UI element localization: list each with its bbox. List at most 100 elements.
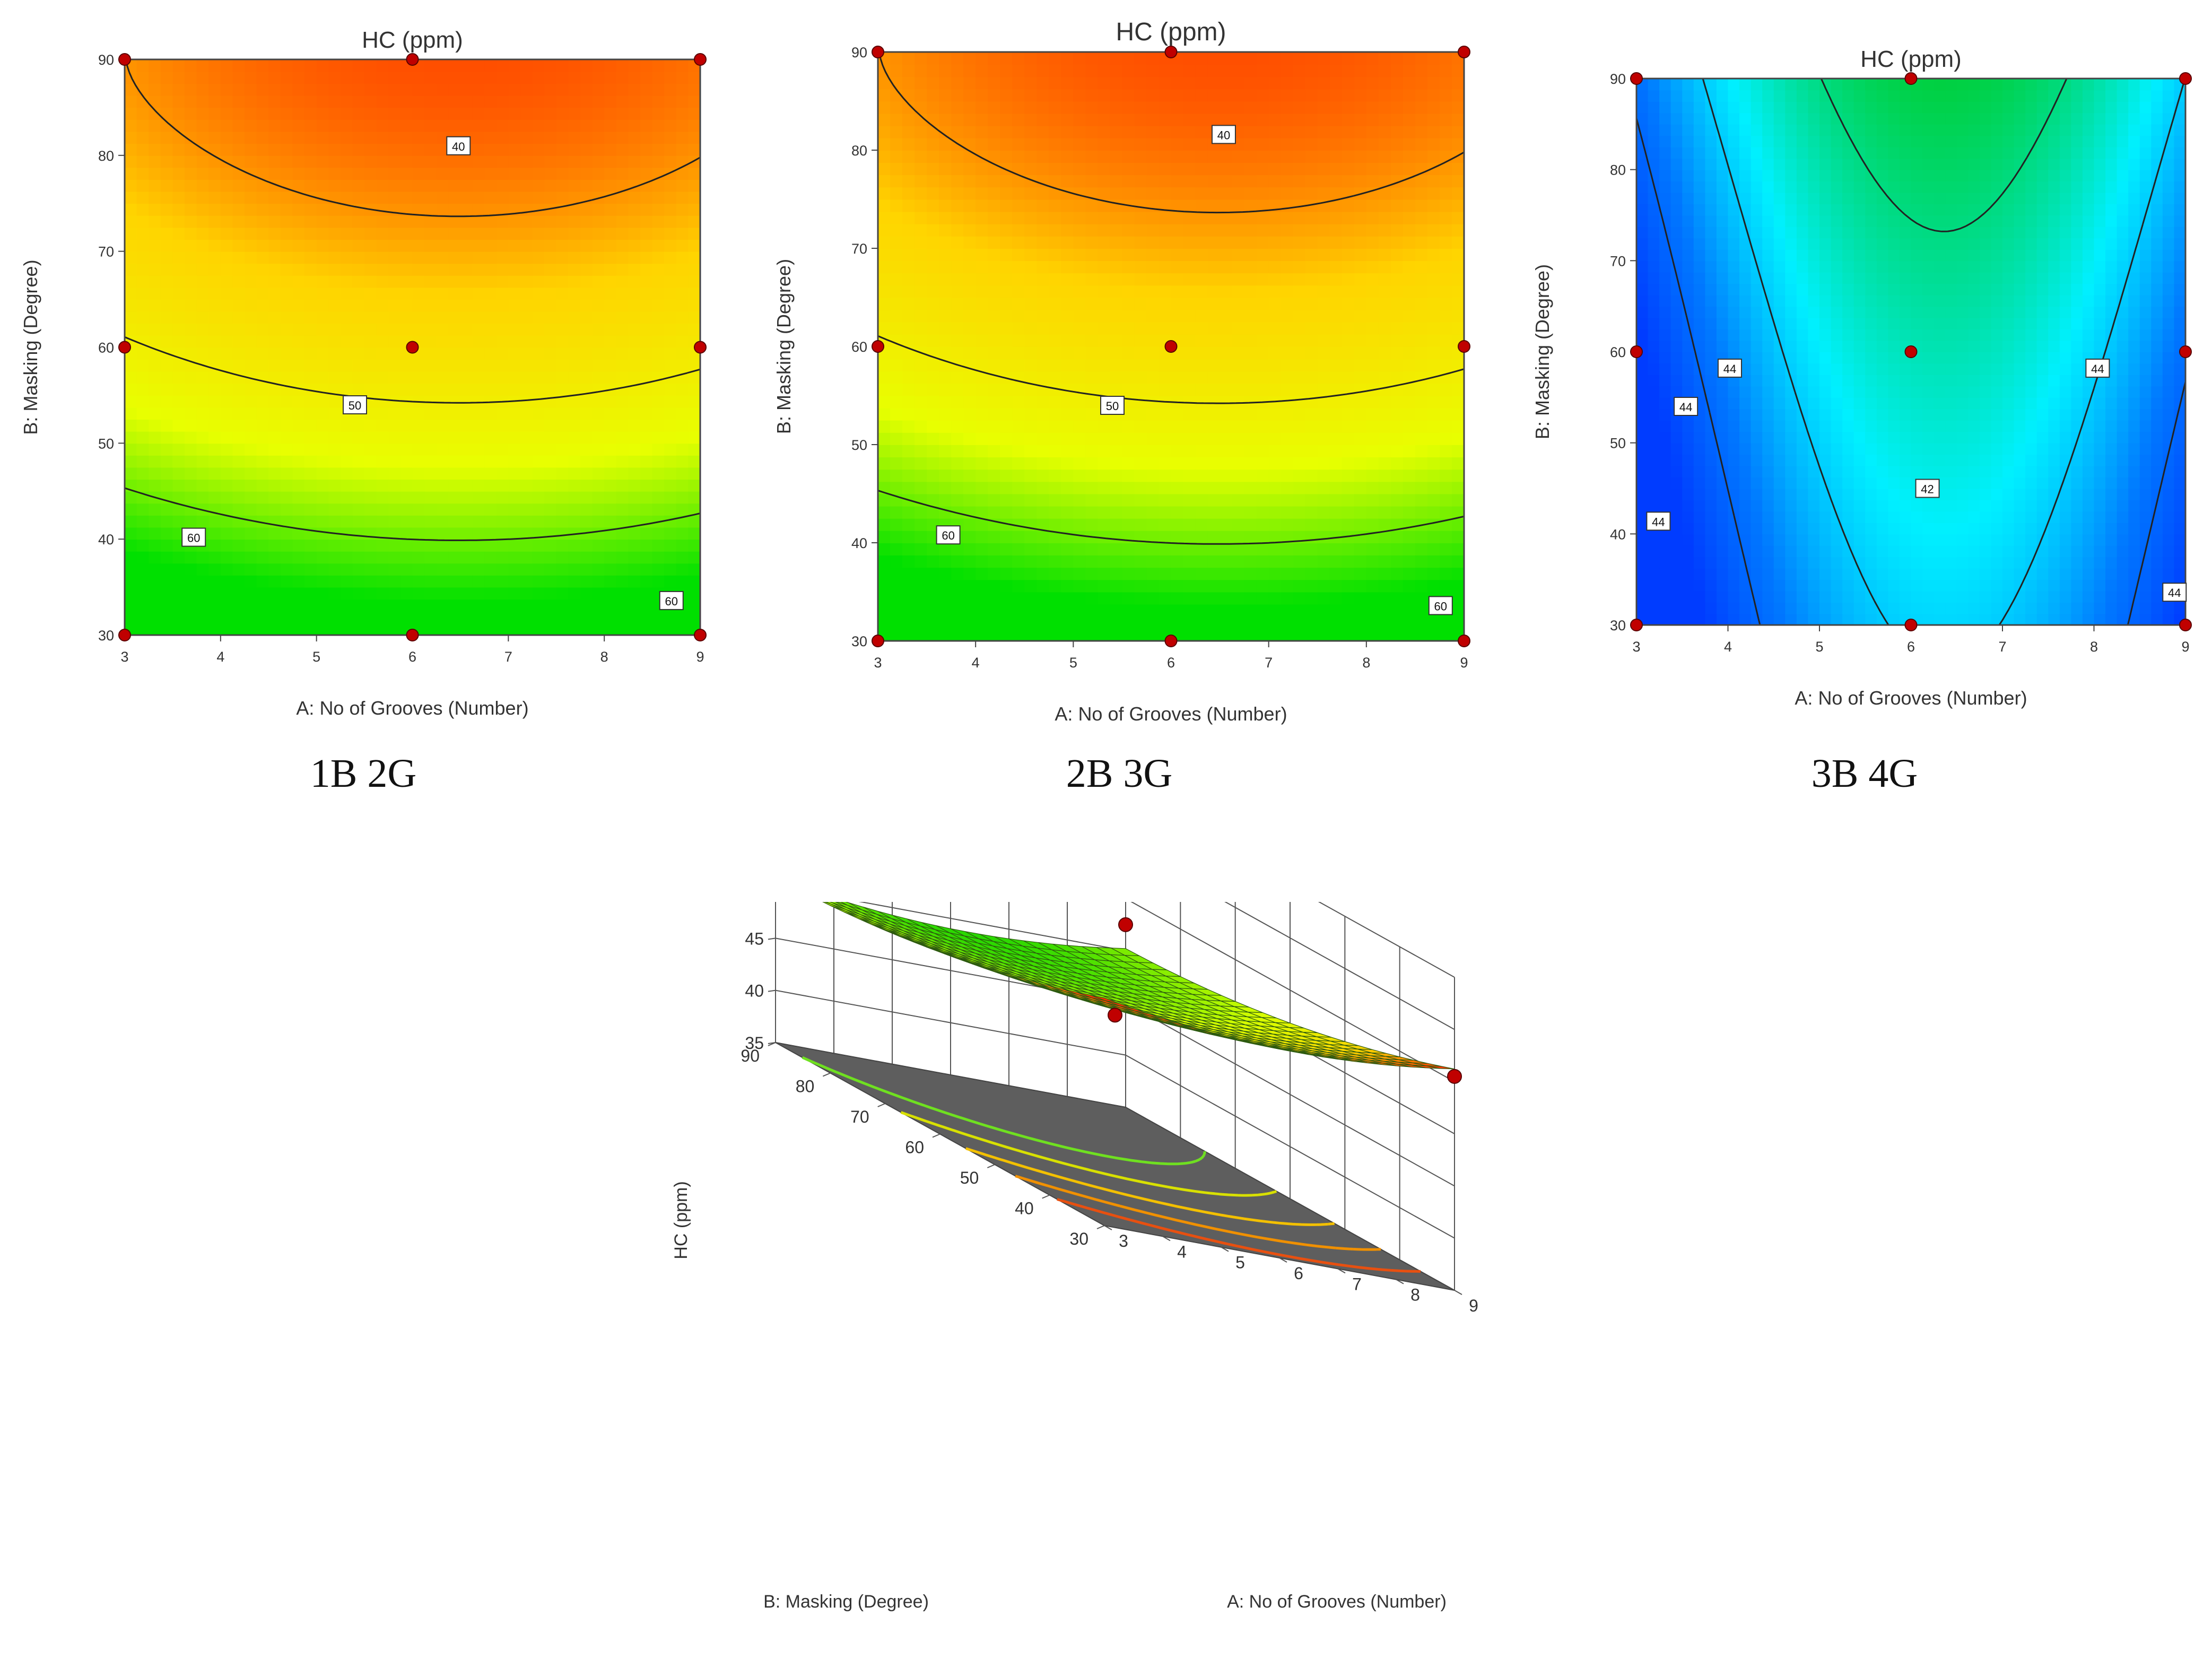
heatmap-cell bbox=[256, 71, 269, 84]
heatmap-cell bbox=[532, 575, 545, 588]
heatmap-cell bbox=[1670, 226, 1683, 239]
heatmap-cell bbox=[664, 467, 677, 480]
heatmap-cell bbox=[1427, 309, 1440, 323]
heatmap-cell bbox=[1682, 340, 1694, 352]
heatmap-cell bbox=[1354, 383, 1367, 396]
heatmap-cell bbox=[640, 599, 653, 612]
heatmap-cell bbox=[664, 143, 677, 156]
heatmap-cell bbox=[1244, 125, 1257, 138]
heatmap-cell bbox=[1415, 137, 1428, 151]
heatmap-cell bbox=[472, 395, 485, 408]
heatmap-cell bbox=[1281, 273, 1294, 286]
heatmap-cell bbox=[172, 599, 185, 612]
heatmap-cell bbox=[1049, 236, 1062, 249]
heatmap-cell bbox=[544, 611, 557, 624]
heatmap-cell bbox=[1171, 125, 1184, 138]
heatmap-cell bbox=[1329, 64, 1343, 77]
heatmap-cell bbox=[963, 530, 977, 543]
heatmap-cell bbox=[1451, 199, 1465, 212]
heatmap-cell bbox=[580, 143, 593, 156]
heatmap-cell bbox=[652, 347, 665, 360]
heatmap-cell bbox=[1061, 137, 1074, 151]
heatmap-cell bbox=[1354, 543, 1367, 556]
heatmap-cell bbox=[1073, 518, 1086, 531]
heatmap-cell bbox=[1207, 457, 1221, 470]
heatmap-cell bbox=[1134, 261, 1147, 274]
heatmap-cell bbox=[556, 383, 569, 396]
heatmap-cell bbox=[172, 107, 185, 120]
heatmap-cell bbox=[1439, 211, 1452, 224]
heatmap-cell bbox=[939, 101, 952, 114]
heatmap-cell bbox=[616, 227, 629, 240]
heatmap-cell bbox=[388, 119, 401, 132]
heatmap-cell bbox=[1451, 432, 1465, 445]
heatmap-cell bbox=[1049, 285, 1062, 298]
heatmap-cell bbox=[316, 455, 329, 468]
heatmap-cell bbox=[424, 467, 437, 480]
heatmap-cell bbox=[939, 506, 952, 519]
heatmap-cell bbox=[1098, 223, 1111, 237]
heatmap-cell bbox=[316, 599, 329, 612]
heatmap-cell bbox=[1195, 52, 1208, 65]
heatmap-cell bbox=[520, 539, 533, 552]
heatmap-cell bbox=[1159, 297, 1172, 310]
heatmap-cell bbox=[1439, 567, 1452, 580]
heatmap-cell bbox=[496, 227, 509, 240]
heatmap-cell bbox=[245, 71, 257, 84]
heatmap-cell bbox=[1061, 199, 1074, 212]
heatmap-cell bbox=[496, 527, 509, 540]
heatmap-cell bbox=[890, 297, 903, 310]
heatmap-cell bbox=[1293, 579, 1306, 593]
heatmap-cell bbox=[1256, 125, 1269, 138]
heatmap-cell bbox=[220, 563, 233, 576]
heatmap-cell bbox=[388, 563, 401, 576]
heatmap-cell bbox=[568, 371, 581, 384]
heatmap-cell bbox=[232, 83, 245, 96]
heatmap-cell bbox=[496, 239, 509, 252]
heatmap-cell bbox=[376, 203, 389, 216]
heatmap-cell bbox=[304, 83, 317, 96]
heatmap-cell bbox=[927, 248, 939, 262]
heatmap-cell bbox=[688, 155, 701, 168]
heatmap-cell bbox=[1146, 395, 1160, 409]
heatmap-cell bbox=[1232, 101, 1245, 114]
heatmap-cell bbox=[1670, 146, 1683, 159]
heatmap-cell bbox=[1146, 420, 1160, 433]
heatmap-cell bbox=[376, 467, 389, 480]
heatmap-cell bbox=[1061, 407, 1074, 421]
heatmap-cell bbox=[1110, 248, 1123, 262]
x-tick-label: 3 bbox=[120, 649, 128, 665]
heatmap-cell bbox=[1171, 432, 1184, 445]
heatmap-cell bbox=[616, 203, 629, 216]
heatmap-cell bbox=[532, 287, 545, 300]
heatmap-cell bbox=[208, 287, 221, 300]
heatmap-cell bbox=[448, 59, 461, 72]
heatmap-cell bbox=[520, 155, 533, 168]
y-tick-label: 50 bbox=[98, 436, 114, 452]
heatmap-cell bbox=[1378, 457, 1391, 470]
heatmap-cell bbox=[1281, 457, 1294, 470]
heatmap-cell bbox=[1146, 481, 1160, 494]
heatmap-cell bbox=[472, 71, 485, 84]
heatmap-cell bbox=[149, 623, 161, 636]
heatmap-cell bbox=[664, 107, 677, 120]
heatmap-cell bbox=[1354, 457, 1367, 470]
heatmap-cell bbox=[424, 167, 437, 180]
heatmap-cell bbox=[160, 479, 173, 492]
heatmap-cell bbox=[1085, 76, 1099, 90]
heatmap-cell bbox=[1146, 162, 1160, 176]
heatmap-cell bbox=[232, 71, 245, 84]
heatmap-cell bbox=[1427, 150, 1440, 163]
heatmap-cell bbox=[292, 119, 305, 132]
heatmap-cell bbox=[220, 71, 233, 84]
heatmap-cell bbox=[1281, 604, 1294, 617]
heatmap-cell bbox=[1305, 432, 1318, 445]
heatmap-cell bbox=[436, 143, 449, 156]
heatmap-cell bbox=[1098, 383, 1111, 396]
heatmap-cell bbox=[556, 419, 569, 432]
heatmap-cell bbox=[364, 479, 377, 492]
heatmap-cell bbox=[1329, 322, 1343, 335]
heatmap-cell bbox=[208, 383, 221, 396]
heatmap-cell bbox=[484, 479, 497, 492]
heatmap-cell bbox=[604, 515, 617, 528]
